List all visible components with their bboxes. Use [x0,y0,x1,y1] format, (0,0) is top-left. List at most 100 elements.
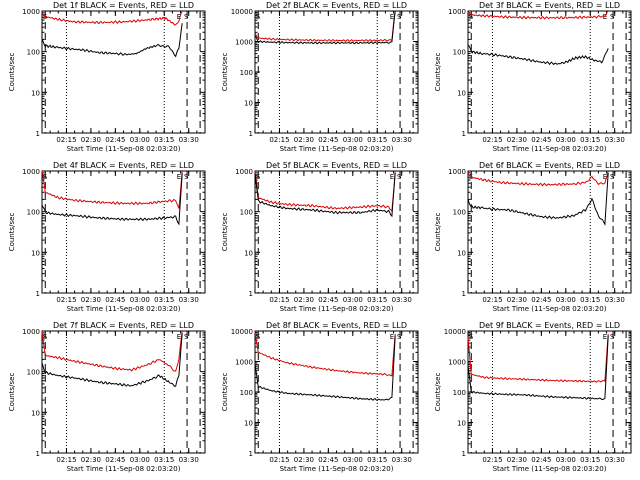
y-tick-label: 1000 [448,359,466,367]
x-tick-label: 03:30 [605,296,625,304]
y-tick-label: 1 [462,290,466,298]
y-tick-label: 1000 [235,168,253,176]
series-line-events [467,44,609,66]
y-tick-label: 1 [36,290,40,298]
x-tick-label: 02:15 [482,296,502,304]
x-tick-label: 03:00 [556,136,576,144]
detector-panel: Det 6f BLACK = Events, RED = LLD 1 10 100 10… [434,161,632,313]
y-tick-label: 1 [249,290,253,298]
panel-title: Det 8f BLACK = Events, RED = LLD [266,321,407,330]
y-tick-label: 10 [31,409,40,417]
series-line-events [254,335,396,401]
x-tick-label: 03:30 [179,456,199,464]
x-axis-label: Start Time (11-Sep-08 02:03:20) [493,145,607,153]
x-tick-label: 02:45 [318,136,338,144]
marker-label: S [256,13,261,21]
detector-panel: Det 2f BLACK = Events, RED = LLD 1 10 100 10… [221,1,419,153]
panel-title: Det 1f BLACK = Events, RED = LLD [53,1,194,10]
x-tick-label: 03:30 [392,456,412,464]
panel-title: Det 2f BLACK = Events, RED = LLD [266,1,407,10]
y-tick-label: 10 [244,100,253,108]
series-line-lld [41,330,183,372]
marker-label: S [184,333,189,341]
x-axis-label: Start Time (11-Sep-08 02:03:20) [280,145,394,153]
marker-label: E [177,13,181,21]
y-tick-label: 1 [462,130,466,138]
y-tick-label: 1000 [448,168,466,176]
detector-panel: Det 5f BLACK = Events, RED = LLD 1 10 100 10… [221,161,419,313]
x-tick-label: 02:15 [269,296,289,304]
detector-panel: Det 7f BLACK = Events, RED = LLD 1 10 100 10… [8,321,206,473]
panel-title: Det 7f BLACK = Events, RED = LLD [53,321,194,330]
x-tick-label: 02:30 [294,456,314,464]
marker-label: S [43,333,48,341]
y-tick-label: 100 [240,69,253,77]
y-tick-label: 1 [36,450,40,458]
x-tick-label: 02:30 [81,296,101,304]
y-tick-label: 1 [462,450,466,458]
series-line-events [41,172,183,226]
x-tick-label: 02:15 [269,136,289,144]
marker-label: S [610,173,615,181]
y-tick-label: 1000 [235,359,253,367]
y-tick-label: 10 [457,89,466,97]
y-tick-label: 10 [244,420,253,428]
x-axis-label: Start Time (11-Sep-08 02:03:20) [67,465,181,473]
panel-title: Det 4f BLACK = Events, RED = LLD [53,161,194,170]
series-line-lld [254,170,396,213]
y-tick-label: 10000 [444,328,466,336]
x-tick-label: 02:30 [81,456,101,464]
x-tick-label: 03:00 [556,296,576,304]
marker-label: S [397,13,402,21]
y-tick-label: 100 [27,49,40,57]
y-axis-label: Counts/sec [434,373,442,412]
x-tick-label: 03:00 [343,136,363,144]
x-tick-label: 03:15 [367,296,387,304]
panel-title: Det 3f BLACK = Events, RED = LLD [479,1,620,10]
detector-panel: Det 4f BLACK = Events, RED = LLD 1 10 100 10… [8,161,206,313]
detector-panel: Det 8f BLACK = Events, RED = LLD 1 10 100 10… [221,321,419,473]
x-tick-label: 02:30 [507,296,527,304]
x-tick-label: 03:30 [179,296,199,304]
x-axis-label: Start Time (11-Sep-08 02:03:20) [493,465,607,473]
detector-panel: Det 3f BLACK = Events, RED = LLD 1 10 100 10… [434,1,632,153]
marker-label: E [390,13,394,21]
marker-label: S [184,173,189,181]
x-tick-label: 03:15 [367,456,387,464]
y-tick-label: 1000 [22,168,40,176]
x-tick-label: 03:00 [343,456,363,464]
x-tick-label: 02:45 [318,456,338,464]
panel-title: Det 9f BLACK = Events, RED = LLD [479,321,620,330]
x-tick-label: 02:15 [269,456,289,464]
y-axis-label: Counts/sec [434,53,442,92]
x-tick-label: 02:30 [507,456,527,464]
y-tick-label: 1 [249,130,253,138]
x-axis-label: Start Time (11-Sep-08 02:03:20) [280,465,394,473]
x-tick-label: 02:45 [105,296,125,304]
x-tick-label: 02:30 [294,296,314,304]
y-tick-label: 10000 [231,8,253,16]
y-tick-label: 100 [453,49,466,57]
x-tick-label: 02:45 [531,296,551,304]
x-tick-label: 03:30 [605,456,625,464]
marker-label: S [610,333,615,341]
x-tick-label: 02:45 [318,296,338,304]
marker-label: E [390,173,394,181]
y-axis-label: Counts/sec [221,213,229,252]
y-tick-label: 10 [457,420,466,428]
x-tick-label: 03:30 [179,136,199,144]
marker-label: S [43,173,48,181]
x-tick-label: 02:45 [105,456,125,464]
x-axis-label: Start Time (11-Sep-08 02:03:20) [67,145,181,153]
series-line-events [467,172,609,227]
x-tick-label: 03:15 [580,296,600,304]
x-tick-label: 03:15 [154,456,174,464]
marker-label: S [397,333,402,341]
x-tick-label: 03:00 [130,296,150,304]
x-tick-label: 02:15 [482,136,502,144]
y-tick-label: 10 [31,249,40,257]
x-tick-label: 03:00 [343,296,363,304]
x-axis-label: Start Time (11-Sep-08 02:03:20) [67,305,181,313]
series-line-lld [467,10,609,20]
